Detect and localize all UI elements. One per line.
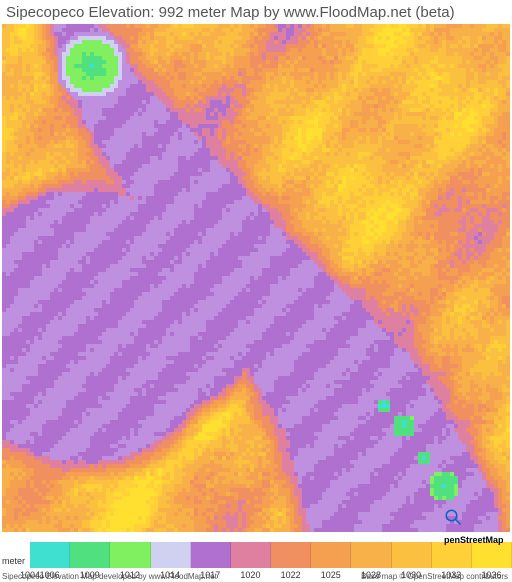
legend-value: 1020 [240, 570, 260, 580]
attribution-text: penStreetMap [444, 535, 504, 545]
openstreetmap-attribution[interactable]: penStreetMap [444, 508, 504, 528]
legend-swatch: 1022 [271, 542, 311, 568]
legend-swatch: 10061004 [30, 542, 70, 568]
elevation-map[interactable] [2, 24, 510, 532]
legend-swatch: 1030 [392, 542, 432, 568]
legend-swatches: 1006100410091012101410171020102210251028… [30, 542, 512, 568]
legend-swatch: 1020 [231, 542, 271, 568]
legend-swatch: 1028 [351, 542, 391, 568]
map-canvas [2, 24, 510, 532]
color-legend: meter 1006100410091012101410171020102210… [0, 542, 512, 568]
legend-value: 1025 [321, 570, 341, 580]
legend-unit: meter [0, 556, 30, 568]
footer-credit-left: Sipecopeco Elevation Map developed by ww… [2, 572, 217, 581]
magnifier-icon [444, 508, 462, 526]
page-title: Sipecopeco Elevation: 992 meter Map by w… [6, 4, 455, 21]
legend-swatch: 1025 [311, 542, 351, 568]
legend-swatch: 1014 [151, 542, 191, 568]
legend-swatch: 1009 [70, 542, 110, 568]
footer-credit-right: Base map © OpenStreetMap contributors [361, 572, 508, 581]
map-container: Sipecopeco Elevation: 992 meter Map by w… [0, 0, 512, 582]
legend-value: 1022 [281, 570, 301, 580]
legend-swatch: 1017 [191, 542, 231, 568]
legend-swatch: 1012 [110, 542, 150, 568]
